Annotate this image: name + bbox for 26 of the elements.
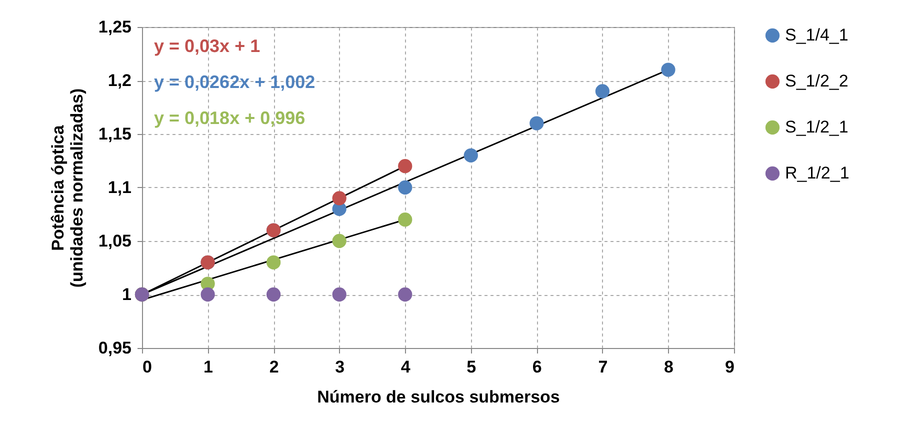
legend-label: S_1/4_1	[785, 26, 848, 44]
y-tick-label: 1,1	[108, 178, 132, 197]
legend-label: R_1/2_1	[785, 164, 850, 182]
annotation: y = 0,018x + 0,996	[154, 108, 306, 128]
y-tick-label: 1,05	[98, 232, 132, 250]
x-tick-label: 3	[335, 358, 345, 376]
y-tick-label: 1	[122, 285, 132, 304]
x-tick-label: 2	[269, 358, 279, 376]
x-tick-label: 9	[725, 358, 734, 376]
x-tick-label: 6	[532, 358, 542, 376]
y-axis-title: Potência óptica (unidades normalizadas)	[48, 88, 86, 288]
x-tick-label: 5	[466, 358, 476, 376]
y-tick-label: 0,95	[98, 338, 132, 358]
annotation: y = 0,0262x + 1,002	[154, 72, 316, 92]
x-tick-label: 8	[664, 358, 674, 376]
y-tick-label: 1,25	[98, 18, 132, 36]
x-axis-title: Número de sulcos submersos	[317, 388, 560, 406]
x-tick-label: 4	[400, 358, 411, 376]
annotation: y = 0,03x + 1	[154, 36, 260, 56]
legend-label: S_1/2_1	[785, 118, 848, 136]
x-tick-label: 0	[142, 358, 152, 376]
x-tick-label: 1	[204, 358, 214, 376]
legend-label: S_1/2_2	[785, 72, 848, 90]
y-tick-label: 1,2	[108, 71, 132, 90]
y-tick-label: 1,15	[98, 124, 132, 144]
x-tick-label: 7	[598, 358, 608, 376]
